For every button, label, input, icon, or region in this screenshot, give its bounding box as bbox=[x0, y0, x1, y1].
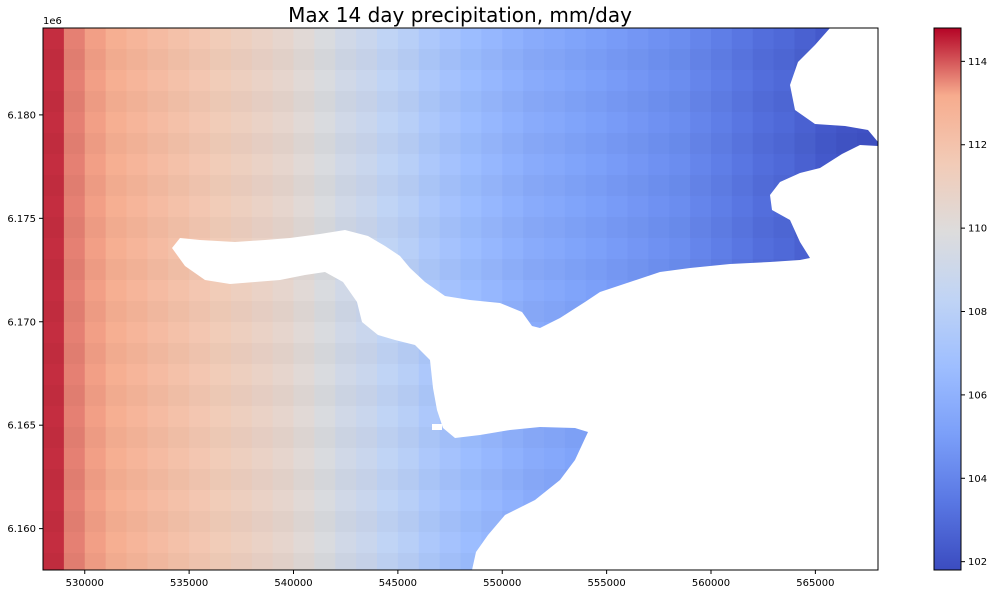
heat-column bbox=[147, 28, 169, 570]
x-tick-label: 550000 bbox=[483, 578, 521, 589]
y-tick-label: 6.165 bbox=[7, 421, 36, 432]
heat-column bbox=[210, 28, 232, 570]
chart-title: Max 14 day precipitation, mm/day bbox=[288, 3, 632, 27]
row-band bbox=[43, 49, 878, 70]
colorbar-tick-label: 104 bbox=[968, 474, 987, 485]
colorbar-tick-label: 114 bbox=[968, 57, 987, 68]
y-offset-label: 1e6 bbox=[43, 16, 62, 27]
heat-column bbox=[189, 28, 211, 570]
plot-area bbox=[43, 28, 878, 570]
water-mask bbox=[172, 145, 878, 570]
y-tick-label: 6.170 bbox=[7, 317, 36, 328]
heat-column bbox=[105, 28, 128, 570]
row-band bbox=[43, 133, 878, 154]
y-axis-ticks: 6.160 6.165 6.170 6.175 6.180 bbox=[7, 110, 43, 535]
heat-column bbox=[126, 28, 148, 570]
x-tick-label: 535000 bbox=[170, 578, 208, 589]
x-axis-ticks: 530000 535000 540000 545000 550000 555000 5600… bbox=[66, 570, 834, 589]
x-tick-label: 540000 bbox=[274, 578, 312, 589]
x-tick-label: 545000 bbox=[379, 578, 417, 589]
heat-column bbox=[84, 28, 107, 570]
heat-column bbox=[251, 28, 274, 570]
y-tick-label: 6.175 bbox=[7, 214, 36, 225]
x-tick-label: 530000 bbox=[66, 578, 104, 589]
heat-column bbox=[168, 28, 190, 570]
heat-column bbox=[335, 28, 357, 570]
heat-column bbox=[230, 28, 253, 570]
heat-column bbox=[63, 28, 86, 570]
heat-column bbox=[293, 28, 315, 570]
colorbar-tick-label: 108 bbox=[968, 307, 987, 318]
heat-column bbox=[564, 28, 587, 570]
y-tick-label: 6.160 bbox=[7, 524, 36, 535]
colorbar-ticks: 102 104 106 108 110 112 114 bbox=[961, 57, 987, 568]
colorbar-tick-label: 102 bbox=[968, 557, 987, 568]
colorbar-tick-label: 110 bbox=[968, 224, 987, 235]
notch-mask bbox=[432, 424, 442, 430]
upper-water-mask bbox=[790, 28, 878, 142]
x-tick-label: 555000 bbox=[588, 578, 626, 589]
colorbar-tick-label: 106 bbox=[968, 390, 987, 401]
heat-column bbox=[502, 28, 524, 570]
y-tick-label: 6.180 bbox=[7, 110, 36, 121]
heat-column bbox=[544, 28, 566, 570]
heat-column bbox=[314, 28, 336, 570]
colorbar bbox=[933, 27, 962, 571]
row-band bbox=[43, 175, 878, 196]
colorbar-tick-label: 112 bbox=[968, 140, 987, 151]
x-tick-label: 560000 bbox=[692, 578, 730, 589]
heat-column bbox=[481, 28, 503, 570]
x-tick-label: 565000 bbox=[796, 578, 834, 589]
heat-column bbox=[43, 28, 65, 570]
row-band bbox=[43, 217, 878, 238]
axes-frame bbox=[42, 27, 879, 571]
heat-column bbox=[272, 28, 295, 570]
heat-column bbox=[523, 28, 545, 570]
row-band bbox=[43, 91, 878, 112]
